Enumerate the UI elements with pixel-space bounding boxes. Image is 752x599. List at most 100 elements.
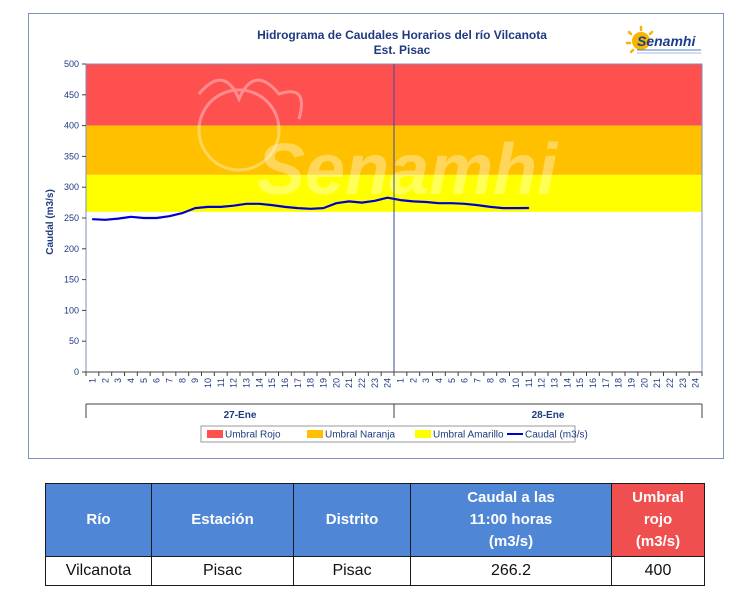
data-point [425,201,427,203]
chart-subtitle: Est. Pisac [374,43,431,57]
watermark-text: Senamhi [257,130,559,210]
x-tick-label: 3 [113,378,123,383]
x-tick-label: 7 [472,378,482,383]
data-point [130,216,132,218]
header-caudal-line-3: (m3/s) [488,533,534,550]
data-point [181,212,183,214]
x-tick-label: 19 [626,378,636,388]
day-label: 27-Ene [224,410,257,421]
data-point [374,200,376,202]
senamhi-logo: Senamhi [625,25,701,54]
data-point [463,203,466,205]
x-tick-label: 1 [395,378,405,383]
y-tick-label: 0 [74,367,79,377]
legend-label: Umbral Amarillo [433,430,504,441]
legend-swatch [307,430,323,438]
cell-estacion: Pisac [151,556,294,586]
data-point [528,207,530,209]
x-tick-label: 14 [562,378,572,388]
x-tick-label: 21 [344,378,354,388]
y-tick-label: 100 [64,305,79,315]
data-point [502,207,504,209]
x-tick-label: 11 [216,378,226,387]
x-tick-label: 11 [524,378,534,387]
chart-title: Hidrograma de Caudales Horarios del río … [257,28,547,42]
x-tick-label: 5 [447,378,457,383]
header-rio: Río [45,483,152,557]
watermark-sun-icon [197,78,303,172]
x-tick-label: 4 [126,378,136,383]
x-tick-label: 8 [485,378,495,383]
y-tick-label: 450 [64,90,79,100]
header-caudal: Caudal a las 11:00 horas (m3/s) [410,483,612,557]
x-tick-label: 22 [357,378,367,388]
y-axis-label: Caudal (m3/s) [45,189,56,255]
x-tick-label: 8 [177,378,187,383]
x-tick-label: 1 [87,378,97,383]
x-tick-label: 3 [421,378,431,383]
x-tick-label: 6 [460,378,470,383]
x-tick-label: 5 [139,378,149,383]
data-point [143,217,145,219]
data-point [104,219,106,221]
legend-label: Caudal (m3/s) [525,430,588,441]
x-tick-label: 6 [152,378,162,383]
data-point [232,205,235,207]
data-point [309,208,312,210]
x-tick-label: 15 [267,378,277,388]
x-tick-label: 17 [601,378,611,388]
data-point [476,204,479,206]
header-estacion: Estación [151,483,294,557]
x-tick-label: 20 [331,378,341,388]
data-point [245,203,248,205]
chart-legend: Umbral Rojo Umbral Naranja Umbral Amarillo… [200,425,588,443]
x-tick-label: 9 [498,378,508,383]
data-point [335,202,337,204]
x-tick-label: 7 [164,378,174,383]
legend-label: Umbral Rojo [225,430,281,441]
x-tick-label: 10 [511,378,521,388]
x-tick-label: 24 [383,378,393,388]
chart-frame: Hidrograma de Caudales Horarios del río … [28,13,724,459]
cell-caudal: 266.2 [410,556,612,586]
x-tick-label: 12 [537,378,547,388]
legend-swatch [415,430,431,438]
x-tick-label: 10 [203,378,213,388]
data-point [412,200,414,202]
header-umbral-line-2: (m3/s) [635,533,681,550]
series-layer [91,196,530,221]
cell-rio: Vilcanota [45,556,152,586]
x-tick-label: 15 [575,378,585,388]
x-tick-label: 13 [549,378,559,388]
x-tick-label: 24 [691,378,701,388]
data-point [271,204,273,206]
y-tick-label: 200 [64,244,79,254]
x-tick-label: 12 [229,378,239,388]
x-tick-label: 2 [100,378,110,383]
data-point [194,207,196,209]
data-point [284,206,286,208]
header-umbral-line-1: Umbral rojo [632,489,684,528]
data-point [258,203,260,205]
y-tick-label: 300 [64,182,79,192]
data-point [168,215,171,217]
header-caudal-line-1: Caudal a las [467,489,555,506]
data-point [322,207,325,209]
data-point [91,218,94,220]
x-tick-label: 16 [280,378,290,388]
y-tick-label: 150 [64,275,79,285]
x-tick-label: 22 [665,378,675,388]
x-tick-label: 20 [639,378,649,388]
x-tick-label: 9 [190,378,200,383]
x-tick-label: 23 [370,378,380,388]
data-point [515,207,517,209]
sun-icon [625,25,654,54]
data-point [220,206,222,208]
x-tick-label: 19 [318,378,328,388]
header-caudal-line-2: 11:00 horas [469,511,553,528]
hydrograph-chart: Hidrograma de Caudales Horarios del río … [45,25,703,443]
data-point [297,207,299,209]
summary-table: Río Estación Distrito Caudal a las 11:00… [45,483,705,586]
logo-text: Senamhi [637,33,696,49]
data-point [348,200,350,202]
